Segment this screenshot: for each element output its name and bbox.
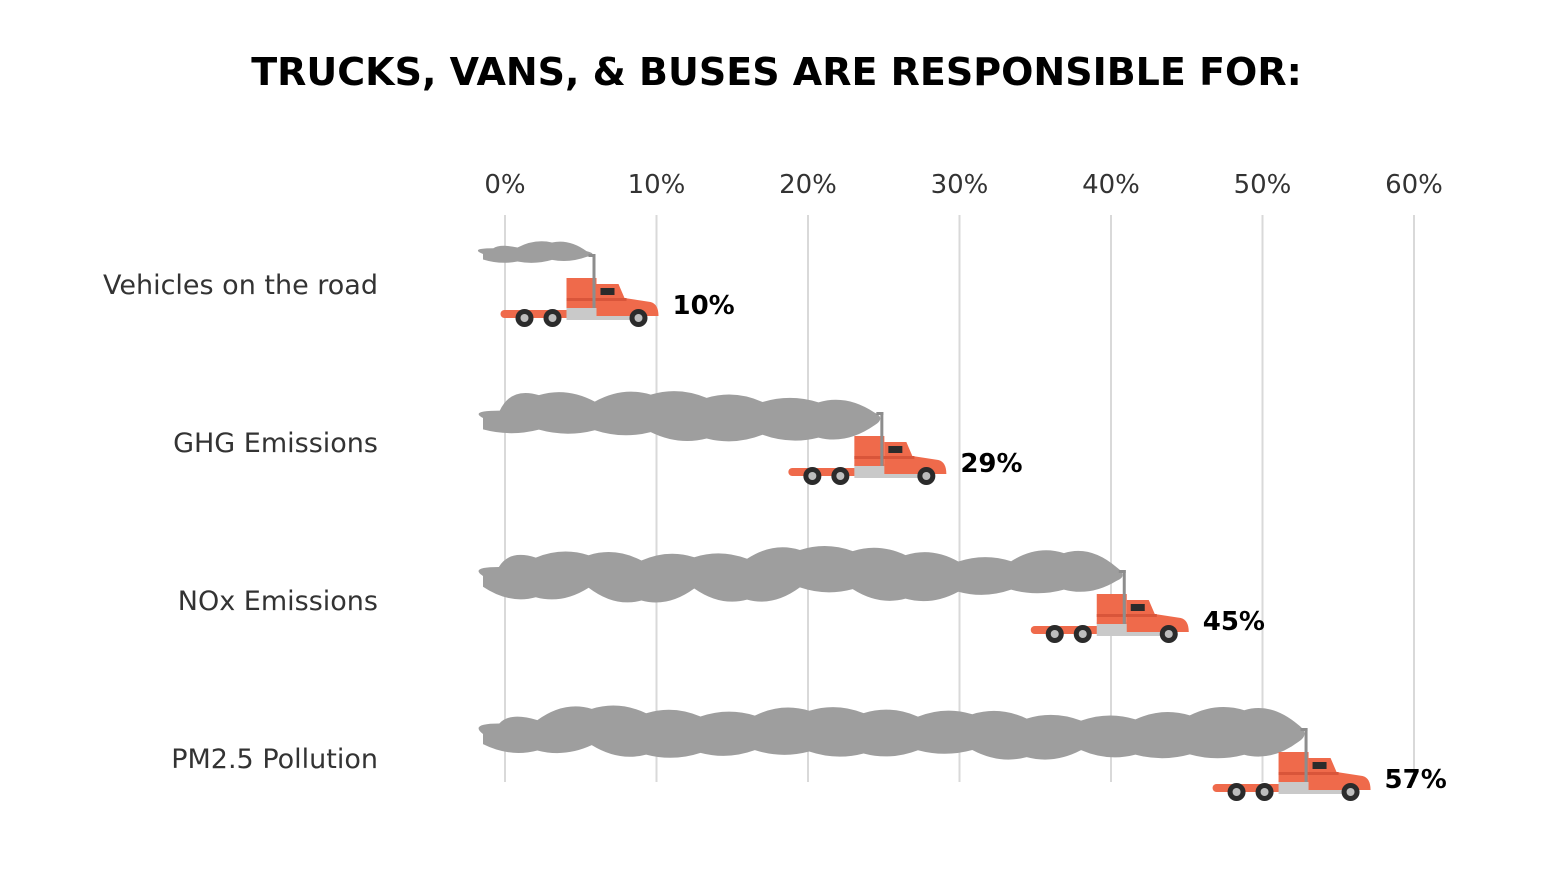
truck-window — [888, 446, 903, 453]
truck-exhaust-stack — [880, 412, 884, 466]
truck-wheel-hub — [634, 314, 643, 322]
truck-exhaust-stack — [1304, 728, 1308, 782]
truck-stripe — [566, 298, 627, 301]
truck-wheel-hub — [922, 472, 931, 480]
truck-window — [1130, 604, 1145, 611]
category-label: GHG Emissions — [173, 428, 378, 459]
truck-sleeper — [854, 436, 885, 466]
truck-exhaust-cap — [1300, 728, 1308, 731]
x-tick-label: 0% — [484, 170, 525, 200]
truck-exhaust-stack — [592, 254, 596, 308]
truck-wheel-hub — [1346, 788, 1355, 796]
x-tick-label: 60% — [1385, 170, 1443, 200]
truck-window — [600, 288, 615, 295]
truck-sleeper — [1096, 594, 1127, 624]
category-label: PM2.5 Pollution — [171, 744, 378, 775]
bars: 10% 29% 45% 57% — [477, 241, 1447, 801]
truck-sleeper — [566, 278, 597, 308]
bar: 10% — [477, 241, 735, 327]
truck-stripe — [1096, 614, 1157, 617]
truck-wheel-hub — [1164, 630, 1173, 638]
truck-stripe — [1278, 772, 1339, 775]
x-tick-label: 10% — [628, 170, 686, 200]
bar: 29% — [478, 391, 1023, 485]
category-label: NOx Emissions — [178, 586, 378, 617]
chart-title: TRUCKS, VANS, & BUSES ARE RESPONSIBLE FO… — [251, 50, 1302, 94]
truck-wheel-hub — [836, 472, 845, 480]
truck-window — [1312, 762, 1327, 769]
truck-stripe — [854, 456, 915, 459]
exhaust-smoke — [478, 546, 1123, 603]
x-tick-label: 30% — [931, 170, 989, 200]
exhaust-smoke — [478, 705, 1305, 760]
value-label: 45% — [1203, 607, 1265, 637]
truck-wheel-hub — [548, 314, 557, 322]
x-tick-label: 40% — [1082, 170, 1140, 200]
truck-wheel-hub — [1050, 630, 1059, 638]
value-label: 10% — [673, 291, 735, 321]
x-tick-label: 50% — [1234, 170, 1292, 200]
truck-wheel-hub — [520, 314, 529, 322]
x-axis-ticks: 0% 10% 20% 30% 40% 50% 60% — [484, 170, 1443, 200]
exhaust-smoke — [477, 241, 593, 263]
truck-exhaust-cap — [876, 412, 884, 415]
truck-wheel-hub — [1078, 630, 1087, 638]
x-tick-label: 20% — [779, 170, 837, 200]
truck-wheel-hub — [1232, 788, 1241, 796]
exhaust-smoke — [478, 391, 881, 442]
truck-wheel-hub — [1260, 788, 1269, 796]
bar: 45% — [478, 546, 1265, 643]
truck-exhaust-stack — [1122, 570, 1126, 624]
truck-exhaust-cap — [588, 254, 596, 257]
truck-exhaust-cap — [1118, 570, 1126, 573]
gridlines — [504, 215, 1415, 782]
truck-wheel-hub — [808, 472, 817, 480]
bar: 57% — [478, 705, 1447, 801]
value-label: 29% — [960, 449, 1022, 479]
value-label: 57% — [1385, 765, 1447, 795]
category-labels: Vehicles on the road GHG Emissions NOx Emi… — [103, 270, 378, 775]
truck-sleeper — [1278, 752, 1309, 782]
category-label: Vehicles on the road — [103, 270, 378, 301]
